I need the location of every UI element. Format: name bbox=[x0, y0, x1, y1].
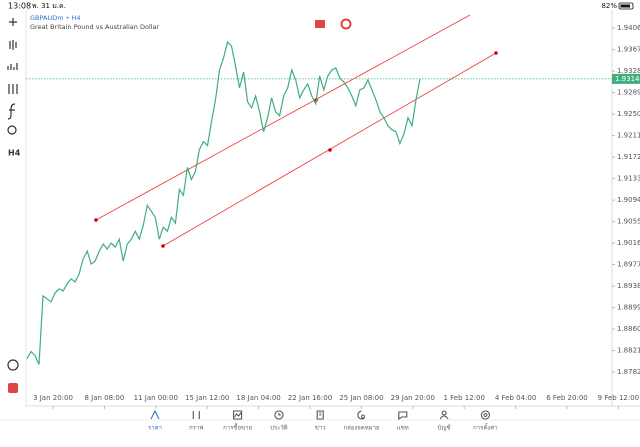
status-battery: 82% bbox=[601, 2, 617, 10]
nav-label[interactable]: ประวัติ bbox=[270, 425, 288, 432]
battery-level bbox=[620, 4, 630, 8]
indicator-icon[interactable] bbox=[340, 18, 352, 30]
nav-icon[interactable] bbox=[274, 410, 284, 420]
channel-anchors bbox=[94, 51, 498, 248]
nav-label[interactable]: การซื้อขาย bbox=[223, 422, 252, 432]
y-tick-label: 1.88600 bbox=[617, 325, 640, 333]
x-tick-label: 11 Jan 00:00 bbox=[134, 394, 178, 402]
nav-label[interactable]: บัญชี bbox=[438, 424, 451, 432]
chart-type-tool[interactable] bbox=[9, 40, 17, 50]
anchor[interactable] bbox=[94, 218, 98, 222]
symbol-description: Great Britain Pound vs Australian Dollar bbox=[30, 23, 160, 31]
y-tick-label: 1.90550 bbox=[617, 218, 640, 226]
y-tick-label: 1.87820 bbox=[617, 368, 640, 376]
price-line bbox=[26, 40, 421, 365]
y-tick-label: 1.88990 bbox=[617, 304, 640, 312]
anchor[interactable] bbox=[494, 51, 498, 55]
nav-label[interactable]: กล่องจดหมาย bbox=[343, 425, 379, 432]
timeframe[interactable]: H4 bbox=[8, 149, 21, 158]
x-tick-label: 25 Jan 08:00 bbox=[339, 394, 383, 402]
function-tool[interactable] bbox=[7, 103, 16, 120]
channel[interactable] bbox=[95, 14, 497, 247]
current-price-box bbox=[612, 73, 640, 84]
status-date: พ. 31 ม.ค. bbox=[32, 2, 66, 10]
x-tick-label: 4 Feb 04:00 bbox=[495, 394, 536, 402]
left-toolbar bbox=[7, 18, 19, 393]
y-tick-label: 1.91330 bbox=[617, 175, 640, 183]
x-tick-label: 1 Feb 12:00 bbox=[443, 394, 484, 402]
symbol-name[interactable]: GBPAUDm • H4 bbox=[30, 14, 81, 22]
y-tick-label: 1.91720 bbox=[617, 153, 640, 161]
y-tick-label: 1.88210 bbox=[617, 347, 640, 355]
y-tick-label: 1.92110 bbox=[617, 132, 640, 140]
anchor[interactable] bbox=[161, 244, 165, 248]
nav-label[interactable]: แชท bbox=[397, 425, 409, 432]
nav-icon[interactable] bbox=[480, 410, 490, 420]
app-icon[interactable] bbox=[8, 383, 18, 393]
nav-icon[interactable] bbox=[150, 409, 160, 420]
y-tick-label: 1.89380 bbox=[617, 282, 640, 290]
nav-icon[interactable] bbox=[398, 411, 408, 421]
nav-icon[interactable] bbox=[233, 410, 243, 420]
clock-tool[interactable] bbox=[7, 359, 19, 371]
y-tick-label: 1.93670 bbox=[617, 46, 640, 54]
y-tick-label: 1.90940 bbox=[617, 196, 640, 204]
y-tick-label: 1.94060 bbox=[617, 24, 640, 32]
shape-tool[interactable] bbox=[7, 125, 17, 135]
nav-label[interactable]: ราคา bbox=[148, 425, 162, 432]
trade-icon[interactable] bbox=[315, 20, 325, 28]
x-tick-label: 6 Feb 20:00 bbox=[546, 394, 587, 402]
nav-label[interactable]: กราฟ bbox=[189, 425, 203, 432]
status-time: 13:08 bbox=[8, 2, 31, 11]
y-tick-label: 1.92500 bbox=[617, 110, 640, 118]
y-tick-label: 1.89770 bbox=[617, 261, 640, 269]
x-tick-label: 22 Jan 16:00 bbox=[288, 394, 332, 402]
y-tick-label: 1.93280 bbox=[617, 67, 640, 75]
volume-tool[interactable] bbox=[7, 63, 18, 70]
nav-icon[interactable] bbox=[192, 411, 200, 419]
y-tick-label: 1.92890 bbox=[617, 89, 640, 97]
indicator-tool[interactable] bbox=[8, 84, 18, 94]
nav-label[interactable]: การตั้งค่า bbox=[473, 422, 497, 432]
x-tick-label: 18 Jan 04:00 bbox=[236, 394, 280, 402]
x-tick-label: 8 Jan 08:00 bbox=[84, 394, 124, 402]
current-price-label: 1.93140 bbox=[615, 75, 640, 83]
x-tick-label: 29 Jan 20:00 bbox=[391, 394, 435, 402]
nav-icon[interactable] bbox=[316, 410, 324, 420]
channel-upper[interactable] bbox=[95, 14, 471, 221]
x-tick-label: 3 Jan 20:00 bbox=[33, 394, 73, 402]
anchor[interactable] bbox=[328, 148, 332, 152]
nav-icon[interactable] bbox=[357, 410, 366, 420]
y-tick-label: 1.90160 bbox=[617, 239, 640, 247]
crosshair-tool[interactable] bbox=[9, 18, 17, 26]
nav-icon[interactable] bbox=[439, 410, 449, 420]
nav-label[interactable]: ข่าว bbox=[315, 425, 326, 432]
x-tick-label: 9 Feb 12:00 bbox=[598, 394, 639, 402]
x-tick-label: 15 Jan 12:00 bbox=[185, 394, 229, 402]
battery-icon bbox=[618, 2, 634, 10]
